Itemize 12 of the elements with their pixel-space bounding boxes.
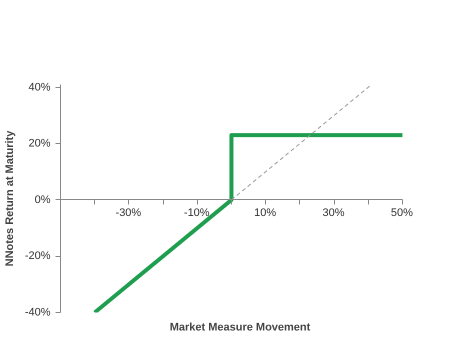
- y-tick-label: -20%: [24, 250, 51, 262]
- x-tick-label: -30%: [116, 207, 142, 220]
- x-tick-label: 50%: [390, 207, 413, 220]
- x-axis-title: Market Measure Movement: [170, 322, 311, 334]
- x-tick-label: -10%: [184, 207, 210, 220]
- y-tick-label: 20%: [28, 138, 51, 150]
- y-tick-label: 0%: [34, 194, 51, 206]
- y-tick-label: 40%: [28, 81, 51, 94]
- y-axis-title: NNotes Return at Maturity: [4, 130, 16, 266]
- x-tick-label: 10%: [254, 207, 276, 220]
- x-tick-label: 30%: [322, 207, 345, 220]
- y-tick-label: -40%: [24, 306, 51, 318]
